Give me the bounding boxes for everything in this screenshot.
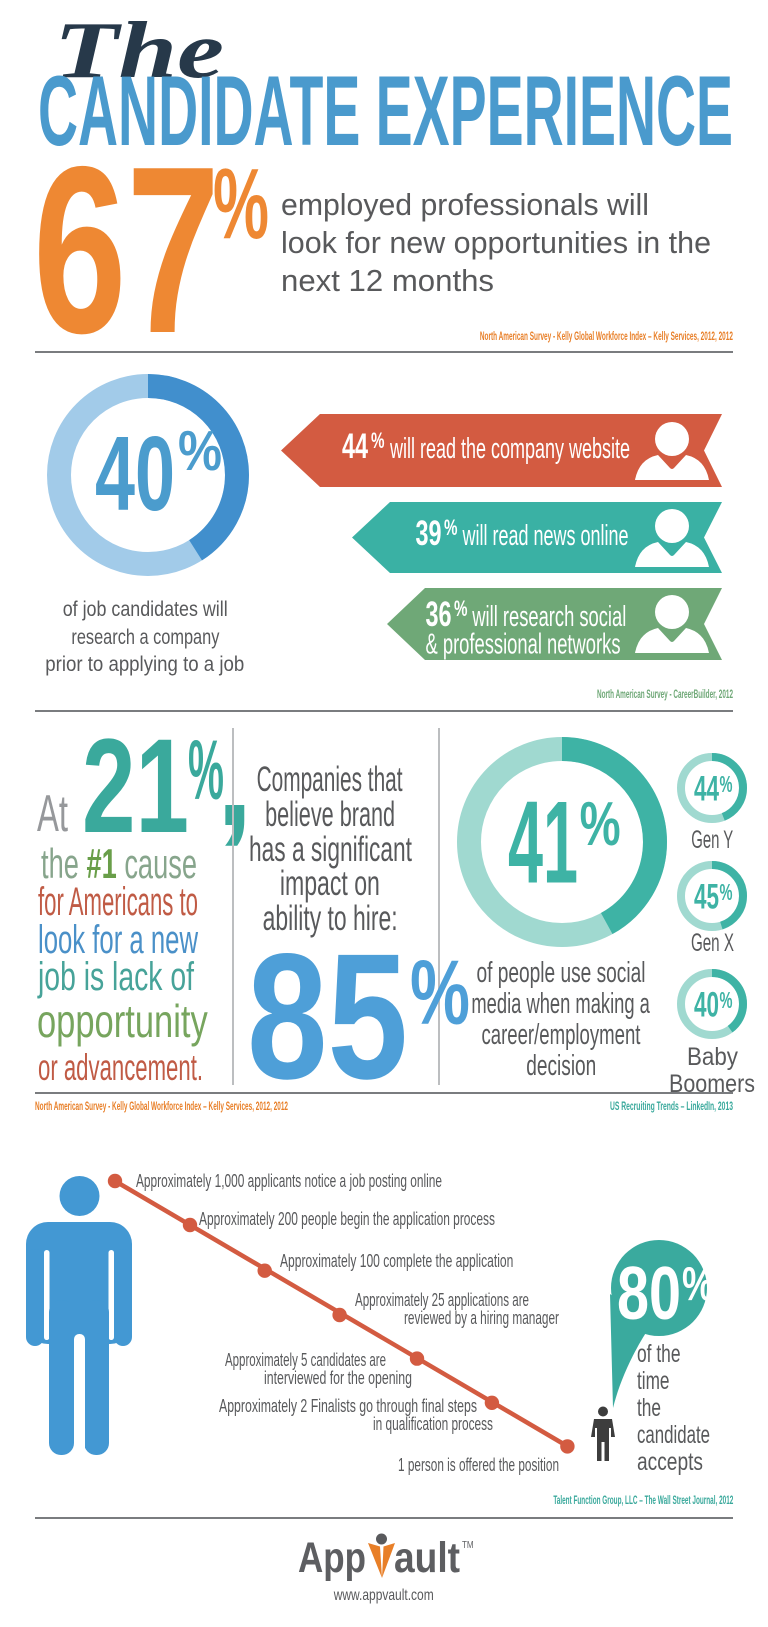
svg-text:will read news online: will read news online <box>462 520 629 552</box>
svg-text:36: 36 <box>426 595 452 634</box>
svg-text:21: 21 <box>82 712 189 861</box>
svg-text:41: 41 <box>508 777 578 908</box>
svg-text:%: % <box>178 419 222 483</box>
svg-text:%: % <box>682 1257 714 1310</box>
svg-text:%: % <box>444 515 458 540</box>
svg-text:%: % <box>213 148 269 260</box>
svg-text:%: % <box>410 942 470 1044</box>
svg-text:%: % <box>580 790 621 859</box>
svg-text:%: % <box>371 428 385 453</box>
svg-text:40: 40 <box>694 986 719 1025</box>
svg-text:will read the company website: will read the company website <box>389 433 630 465</box>
svg-text:CANDIDATE EXPERIENCE: CANDIDATE EXPERIENCE <box>38 55 733 166</box>
svg-text:%: % <box>188 723 224 817</box>
svg-text:44: 44 <box>342 427 368 466</box>
svg-text:44: 44 <box>694 770 719 809</box>
svg-text:%: % <box>720 771 733 797</box>
svg-text:80: 80 <box>617 1251 681 1335</box>
svg-text:67: 67 <box>33 118 220 383</box>
svg-text:will research social: will research social <box>472 601 627 633</box>
svg-text:& professional networks: & professional networks <box>426 629 621 661</box>
svg-text:40: 40 <box>95 415 175 533</box>
svg-text:%: % <box>454 596 468 621</box>
svg-text:45: 45 <box>694 878 719 917</box>
svg-text:,: , <box>216 705 253 854</box>
svg-text:39: 39 <box>416 514 442 553</box>
svg-text:%: % <box>720 987 733 1013</box>
svg-text:85: 85 <box>247 916 408 1116</box>
svg-text:%: % <box>720 879 733 905</box>
